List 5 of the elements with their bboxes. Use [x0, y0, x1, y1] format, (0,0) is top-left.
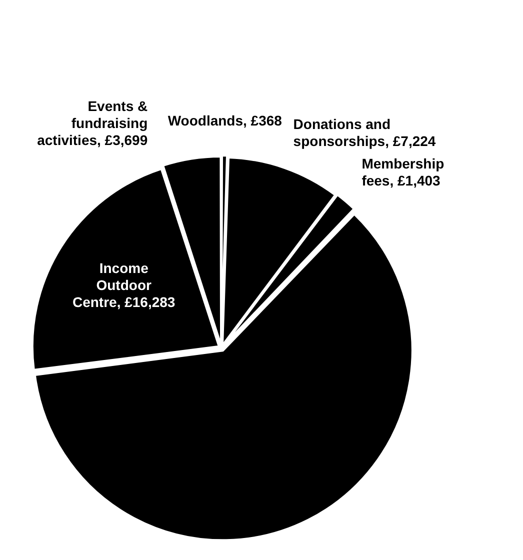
slice-label: Donations and sponsorships, £7,224 [293, 116, 436, 150]
slice-label: Woodlands, £368 [168, 112, 282, 128]
slice-label: Income Outdoor Centre, £16,283 [72, 260, 176, 310]
slice-label: Membership fees, £1,403 [362, 155, 444, 188]
slice-label: Events & fundraising activities, £3,699 [37, 98, 148, 148]
